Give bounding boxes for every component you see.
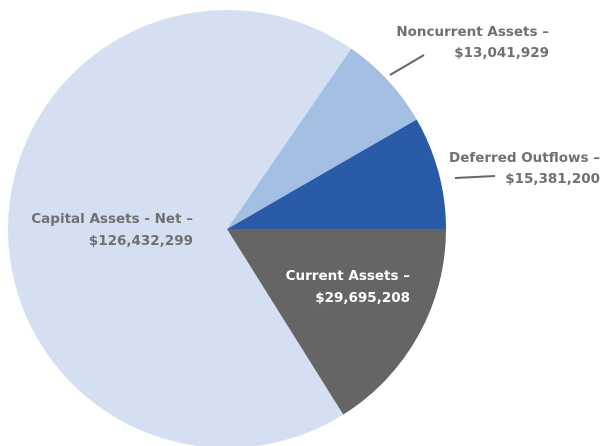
leader-line bbox=[454, 175, 496, 179]
value-label: $15,381,200 bbox=[505, 171, 600, 187]
slice-label: Noncurrent Assets – bbox=[396, 24, 549, 40]
slice-label: Deferred Outflows – bbox=[449, 150, 600, 166]
leader-line bbox=[389, 54, 425, 76]
slice-label: Current Assets – bbox=[286, 268, 411, 284]
value-label: $126,432,299 bbox=[89, 233, 193, 249]
pie-slice bbox=[227, 119, 446, 229]
value-label: $13,041,929 bbox=[454, 45, 549, 61]
value-label: $29,695,208 bbox=[315, 290, 410, 306]
pie-slice bbox=[8, 10, 352, 446]
slice-label: Capital Assets - Net – bbox=[31, 211, 193, 227]
pie-slice bbox=[227, 48, 417, 229]
pie-slice bbox=[227, 229, 446, 415]
